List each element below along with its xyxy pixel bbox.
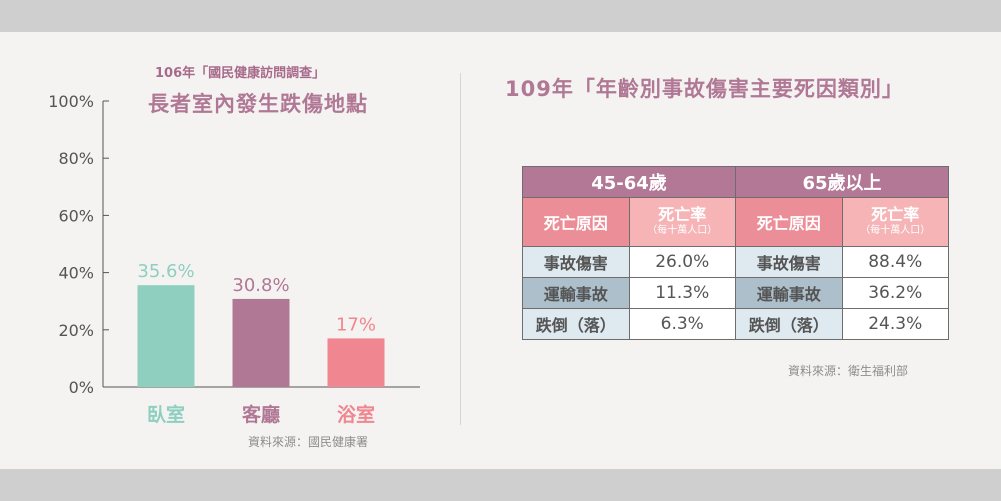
rate-header-label: 死亡率 xyxy=(658,205,707,224)
rate-header-label: 死亡率 xyxy=(871,205,920,224)
cause-cell: 跌倒（落） xyxy=(735,308,843,340)
category-label: 臥室 xyxy=(147,403,185,426)
rate-cell: 36.2% xyxy=(841,277,949,309)
right-title: 109年「年齡別事故傷害主要死因類別」 xyxy=(505,77,904,101)
cause-header-label: 死亡原因 xyxy=(543,214,608,233)
bar xyxy=(327,338,385,387)
cause-header-label: 死亡原因 xyxy=(756,214,821,233)
cause-cell: 運輸事故 xyxy=(735,277,843,309)
cause-header: 死亡原因 xyxy=(735,197,843,247)
bar-value-label: 30.8% xyxy=(232,275,289,296)
cause-cell: 運輸事故 xyxy=(522,277,630,309)
table-row: 事故傷害 26.0% 事故傷害 88.4% xyxy=(522,246,949,278)
bar-value-label: 17% xyxy=(336,314,376,335)
y-tick-label: 0% xyxy=(69,378,94,397)
category-label: 浴室 xyxy=(337,403,375,426)
cause-cell: 事故傷害 xyxy=(735,246,843,278)
group-header-45-64: 45-64歲 xyxy=(522,166,736,198)
left-title: 長者室內發生跌傷地點 xyxy=(148,92,368,116)
bar xyxy=(137,285,195,387)
rate-header: 死亡率 （每十萬人口） xyxy=(841,197,949,247)
cause-header: 死亡原因 xyxy=(522,197,630,247)
left-source: 資料來源：國民健康署 xyxy=(248,435,369,449)
rate-header: 死亡率 （每十萬人口） xyxy=(628,197,736,247)
rate-cell: 6.3% xyxy=(628,308,736,340)
right-source: 資料來源：衛生福利部 xyxy=(788,364,909,378)
y-tick-label: 100% xyxy=(48,92,94,111)
rate-header-sublabel: （每十萬人口） xyxy=(860,225,931,236)
y-tick-label: 60% xyxy=(58,206,94,225)
bar-chart: 0% 20% 40% 60% 80% 100% 35.6% 臥室 30.8% 客廳 17% 浴室 xyxy=(48,92,420,426)
cause-cell: 跌倒（落） xyxy=(522,308,630,340)
bottom-band xyxy=(0,469,1001,501)
rate-cell: 11.3% xyxy=(628,277,736,309)
table-row: 跌倒（落） 6.3% 跌倒（落） 24.3% xyxy=(522,308,949,340)
left-subtitle: 106年「國民健康訪問調查」 xyxy=(155,66,326,81)
top-band xyxy=(0,0,1001,32)
bar-value-label: 35.6% xyxy=(137,261,194,282)
death-cause-table: 45-64歲 65歲以上 死亡原因 死亡率 （每十萬人口） 死亡原因 死亡率 （… xyxy=(522,166,949,340)
y-tick-label: 20% xyxy=(58,321,94,340)
y-tick-label: 40% xyxy=(58,264,94,283)
rate-cell: 24.3% xyxy=(841,308,949,340)
rate-cell: 26.0% xyxy=(628,246,736,278)
rate-header-sublabel: （每十萬人口） xyxy=(647,225,718,236)
panel-divider xyxy=(460,73,461,425)
category-label: 客廳 xyxy=(242,403,280,426)
rate-cell: 88.4% xyxy=(841,246,949,278)
bar xyxy=(232,298,290,387)
table-row: 運輸事故 11.3% 運輸事故 36.2% xyxy=(522,277,949,309)
cause-cell: 事故傷害 xyxy=(522,246,630,278)
y-tick-label: 80% xyxy=(58,149,94,168)
group-header-65-plus: 65歲以上 xyxy=(735,166,949,198)
